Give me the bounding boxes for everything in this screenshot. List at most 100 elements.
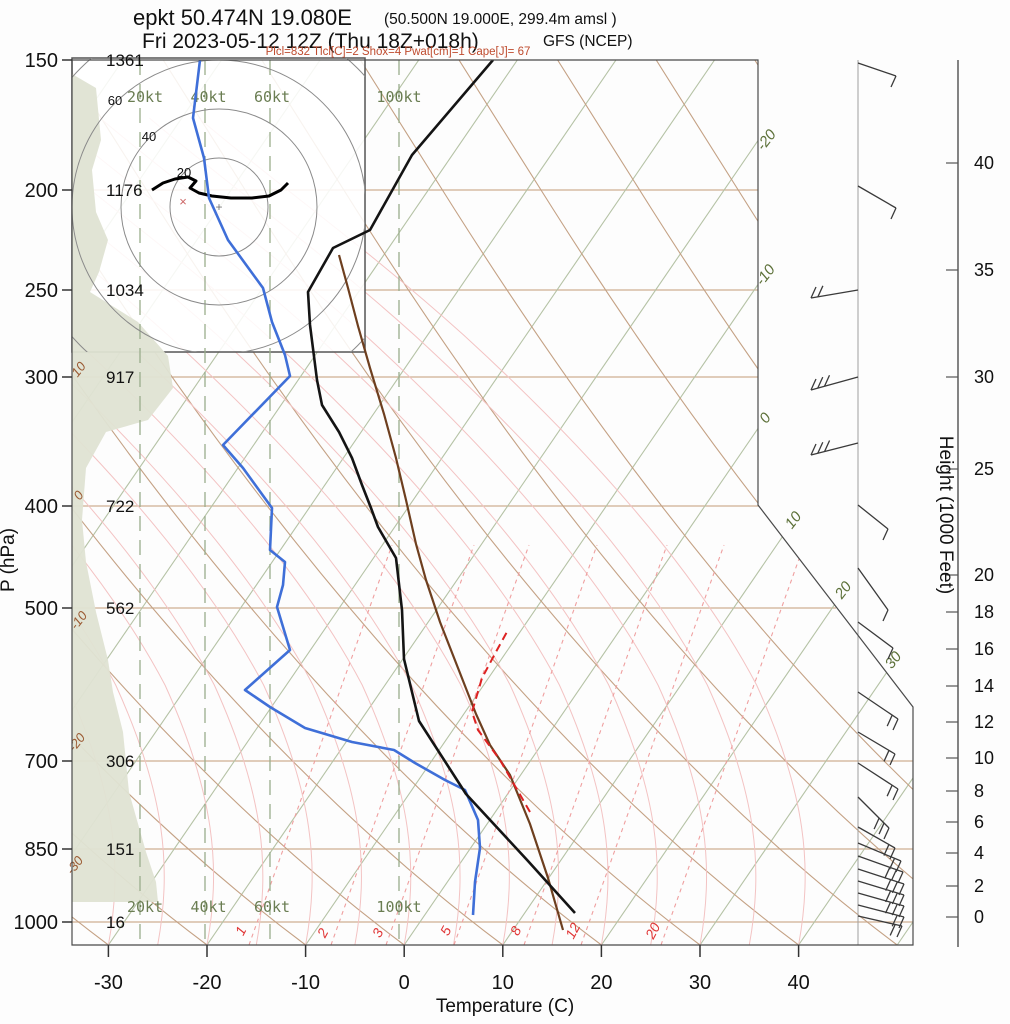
- height-dam-label: 1361: [106, 51, 144, 70]
- model-label: GFS (NCEP): [543, 33, 633, 50]
- wind-barb-feather: [873, 817, 880, 830]
- wind-barb: [857, 621, 894, 660]
- wind-barb-feather: [890, 869, 897, 881]
- wind-barb-feather: [891, 892, 898, 905]
- wind-barb-shaft: [857, 880, 905, 896]
- pressure-tick-label: 700: [25, 751, 58, 773]
- temperature-tick-label: 0: [399, 972, 410, 994]
- height-tick-label: 14: [974, 676, 994, 696]
- wind-barb: [857, 880, 905, 907]
- wind-speed-scale-label: 20kt: [127, 898, 163, 916]
- wind-barb-shaft: [857, 855, 904, 873]
- temperature-curve: [306, 60, 576, 914]
- wind-barb-feather: [891, 881, 898, 894]
- wind-barb-feather: [810, 378, 817, 391]
- height-tick-label: 8: [974, 781, 984, 801]
- wind-barb-feather: [889, 753, 896, 766]
- mixing-ratio-value-label: 20: [641, 920, 663, 942]
- wind-barb-shaft: [857, 567, 889, 611]
- height-dam-label: 1034: [106, 281, 144, 300]
- height-tick-label: 18: [974, 602, 994, 622]
- height-tick-label: 16: [974, 639, 994, 659]
- wind-barb-shaft: [857, 796, 890, 829]
- wind-barb: [857, 62, 897, 88]
- wind-barb-feather: [896, 925, 903, 938]
- isotherm-line: [72, 60, 518, 945]
- shaded-area: [72, 74, 173, 902]
- pressure-axis-title: P (hPa): [0, 528, 19, 592]
- wind-speed-scale-label: 60kt: [254, 898, 290, 916]
- moist-adiabat-line: [72, 117, 165, 945]
- wind-barb-feather: [823, 374, 831, 387]
- mixing-ratio-value-label: 3: [369, 925, 387, 940]
- wind-barb-shaft: [857, 904, 905, 918]
- wind-barb-feather: [882, 609, 889, 622]
- wind-barb-feather: [897, 871, 904, 884]
- pressure-tick-label: 200: [25, 180, 58, 202]
- hodograph-origin-marker: +: [215, 200, 222, 214]
- height-dam-label: 917: [106, 368, 134, 387]
- wind-speed-scale-lines: 20kt 20kt 40kt 40kt 60kt 60kt 100kt 100kt: [127, 60, 422, 945]
- wind-barb: [857, 855, 904, 884]
- isotherm-line: [403, 60, 913, 945]
- wind-speed-scale-label: 60kt: [254, 88, 290, 106]
- wind-barb: [857, 868, 905, 896]
- moist-adiabat-line: [72, 117, 215, 945]
- mixing-ratio-line: [660, 544, 805, 945]
- wind-speed-scale-label: 100kt: [376, 898, 421, 916]
- height-tick-label: 6: [974, 812, 984, 832]
- mixing-ratio-line: [330, 544, 475, 945]
- dry-adiabat-line: [359, 60, 913, 945]
- moist-adiabat-line: [72, 117, 362, 945]
- wind-barb-feather: [823, 440, 831, 452]
- wind-barb-feather: [883, 827, 890, 840]
- dry-adiabat-line: [72, 60, 306, 945]
- mixing-ratio-value-label: 12: [562, 920, 584, 941]
- pressure-tick-label: 300: [25, 367, 58, 389]
- dry-adiabat-line: [458, 60, 913, 945]
- dry-adiabat-line: [852, 60, 913, 945]
- wind-barb-shaft: [857, 731, 896, 755]
- mixing-ratio-value-label: 5: [437, 923, 455, 938]
- height-tick-label: 35: [974, 260, 994, 280]
- wind-barb-feather: [886, 714, 893, 727]
- wind-barb-feather: [890, 207, 897, 220]
- wind-barb-feather: [817, 285, 824, 298]
- wind-barb: [857, 892, 905, 918]
- height-tick-label: 30: [974, 367, 994, 387]
- height-tick-label: 10: [974, 748, 994, 768]
- dry-adiabat-line: [72, 60, 405, 945]
- wind-barb-shaft: [857, 504, 889, 530]
- pressure-tick-label: 500: [25, 598, 58, 620]
- isotherm-line: [206, 60, 814, 945]
- height-dam-label: 151: [106, 840, 134, 859]
- wind-barb: [857, 762, 899, 801]
- height-tick-label: 4: [974, 843, 984, 863]
- isotherm-value-label: 20: [831, 578, 856, 603]
- parcel-ascent-curve: [337, 254, 565, 931]
- wind-barb-feather: [883, 750, 890, 762]
- height-dam-label: 306: [106, 752, 134, 771]
- wind-barb: [810, 285, 859, 299]
- dry-adiabat-line: [261, 60, 913, 945]
- wind-barb-shaft: [857, 621, 894, 649]
- wind-barb-feather: [887, 647, 894, 660]
- wind-barb: [810, 440, 859, 456]
- wind-barb-shaft: [857, 868, 905, 885]
- height-dam-label: 562: [106, 599, 134, 618]
- wind-barb-feather: [882, 528, 889, 541]
- mixing-ratio-line: [453, 544, 598, 945]
- height-tick-label: 25: [974, 459, 994, 479]
- wind-barb-shaft: [810, 376, 859, 391]
- isotherm-line: [798, 60, 913, 945]
- wind-barb-shaft: [857, 62, 897, 77]
- isotherm-line: [107, 60, 716, 945]
- dry-adiabat-line: [72, 60, 504, 945]
- moist-adiabat-line: [72, 117, 313, 945]
- wind-barb-feather: [898, 905, 905, 918]
- wind-barb: [857, 796, 890, 840]
- height-axis-title: Height (1000 Feet): [935, 436, 956, 594]
- mixing-ratio-line: [523, 544, 668, 945]
